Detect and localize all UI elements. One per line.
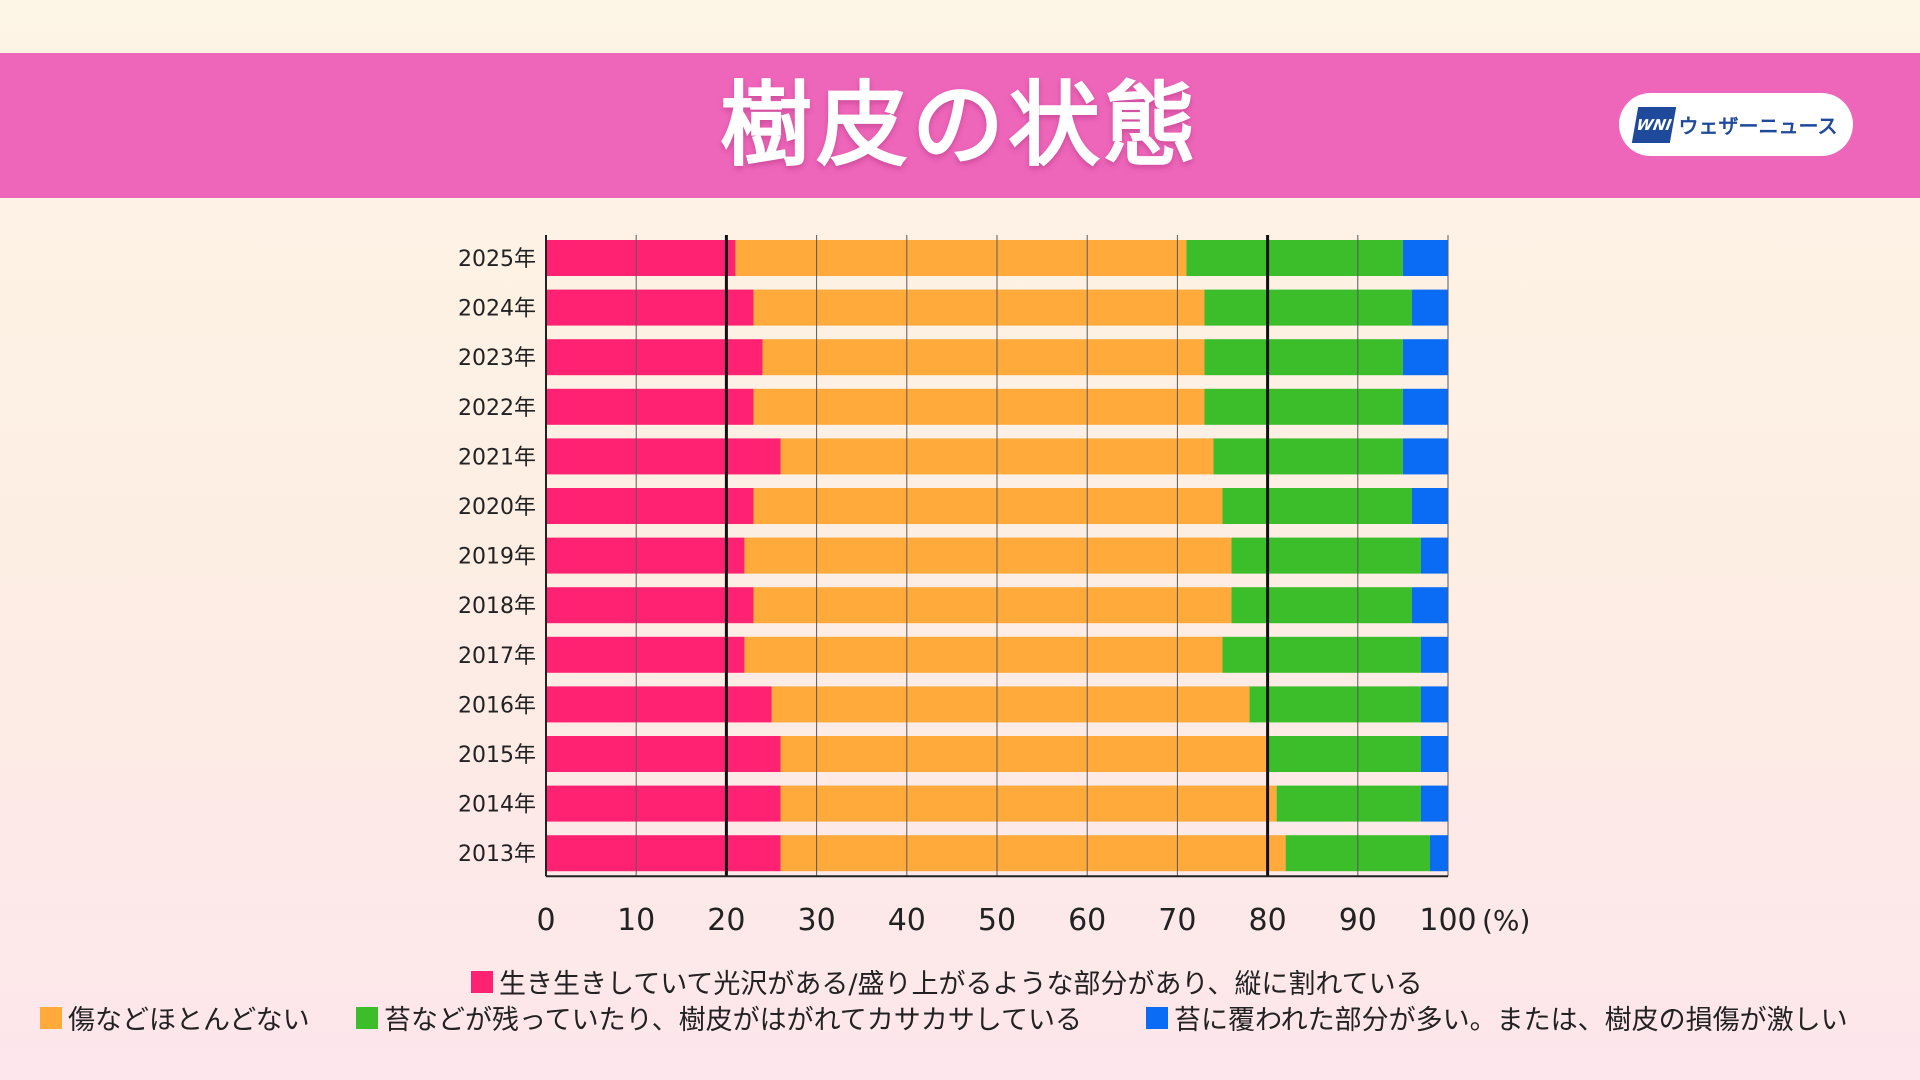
bar-11-series-1: [780, 785, 1277, 822]
bar-11-series-2: [1276, 785, 1421, 822]
legend-label-3: 苔に覆われた部分が多い。または、樹皮の損傷が激しい: [1174, 1005, 1848, 1036]
bar-8-series-3: [1420, 636, 1448, 673]
x-tick-label: 100: [1419, 903, 1476, 938]
x-tick-label: 0: [536, 903, 555, 938]
bar-3-series-0: [546, 388, 754, 425]
x-tick-label: 10: [617, 903, 655, 938]
y-tick-label: 2019年: [458, 545, 536, 570]
bar-3-series-1: [753, 388, 1205, 425]
logo-text: ウェザーニュース: [1678, 114, 1838, 138]
legend-swatch-3: [1146, 1006, 1168, 1029]
bar-1-series-2: [1204, 289, 1412, 326]
title-banner: 樹皮の状態 WNI ウェザーニュース: [0, 53, 1920, 198]
bar-5-series-0: [546, 488, 754, 524]
bar-11-series-3: [1420, 785, 1448, 822]
legend-swatch-0: [471, 970, 493, 993]
legend-item-1: 傷などほとんどない: [40, 998, 310, 1037]
y-tick-label: 2014年: [458, 793, 536, 818]
bar-10-series-3: [1420, 736, 1448, 772]
bar-3-series-2: [1204, 388, 1403, 425]
x-tick-label: 20: [707, 903, 745, 938]
y-tick-label: 2020年: [458, 495, 536, 520]
bar-4-series-3: [1402, 438, 1448, 475]
weathernews-logo: WNI ウェザーニュース: [1619, 93, 1853, 156]
bar-7-series-3: [1411, 587, 1448, 624]
legend-item-2: 苔などが残っていたり、樹皮がはがれてカサカサしている: [356, 998, 1082, 1037]
y-tick-label: 2018年: [458, 594, 536, 619]
y-tick-label: 2021年: [458, 445, 536, 470]
x-tick-label: 30: [798, 903, 836, 938]
bar-12-series-1: [780, 835, 1286, 872]
bar-1-series-0: [546, 289, 754, 326]
bar-2-series-1: [762, 339, 1205, 376]
bar-9-series-0: [546, 686, 772, 723]
y-tick-label: 2013年: [458, 842, 536, 867]
bar-0-series-1: [735, 240, 1187, 276]
bar-6-series-3: [1420, 537, 1448, 574]
bar-5-series-2: [1222, 488, 1412, 524]
bar-2-series-3: [1402, 339, 1448, 376]
bar-1-series-1: [753, 289, 1205, 326]
bar-12-series-0: [546, 835, 781, 872]
bar-8-series-2: [1222, 636, 1421, 673]
bar-10-series-2: [1267, 736, 1421, 772]
bar-6-series-2: [1231, 537, 1421, 574]
x-tick-label: 80: [1249, 903, 1287, 938]
bar-0-series-2: [1186, 240, 1403, 276]
bar-7-series-1: [753, 587, 1232, 624]
bar-9-series-2: [1249, 686, 1421, 723]
x-axis-unit: (%): [1482, 904, 1530, 937]
legend-label-2: 苔などが残っていたり、樹皮がはがれてカサカサしている: [384, 1005, 1082, 1036]
legend-item-0: 生き生きしていて光沢がある/盛り上がるような部分があり、縦に割れている: [471, 962, 1423, 1001]
legend-item-3: 苔に覆われた部分が多い。または、樹皮の損傷が激しい: [1146, 998, 1848, 1037]
y-tick-label: 2016年: [458, 693, 536, 718]
bar-11-series-0: [546, 785, 781, 822]
bar-8-series-1: [744, 636, 1223, 673]
legend-label-1: 傷などほとんどない: [68, 1005, 310, 1036]
bar-7-series-0: [546, 587, 754, 624]
x-tick-label: 40: [888, 903, 926, 938]
bar-10-series-0: [546, 736, 781, 772]
bar-2-series-0: [546, 339, 763, 376]
x-tick-label: 50: [978, 903, 1016, 938]
x-tick-label: 70: [1158, 903, 1196, 938]
y-tick-label: 2025年: [458, 247, 536, 272]
bar-6-series-1: [744, 537, 1232, 574]
bar-9-series-1: [771, 686, 1250, 723]
bar-5-series-3: [1411, 488, 1448, 524]
y-tick-label: 2024年: [458, 297, 536, 322]
bar-8-series-0: [546, 636, 745, 673]
x-tick-label: 60: [1068, 903, 1106, 938]
bar-7-series-2: [1231, 587, 1412, 624]
bar-4-series-0: [546, 438, 781, 475]
y-tick-label: 2017年: [458, 644, 536, 669]
legend-swatch-1: [40, 1006, 62, 1029]
bar-6-series-0: [546, 537, 745, 574]
y-tick-label: 2023年: [458, 346, 536, 371]
bar-5-series-1: [753, 488, 1223, 524]
page-title: 樹皮の状態: [719, 72, 1200, 179]
bar-10-series-1: [780, 736, 1268, 772]
legend-swatch-2: [356, 1006, 378, 1029]
bar-4-series-2: [1213, 438, 1403, 475]
bar-1-series-3: [1411, 289, 1448, 326]
bar-0-series-3: [1402, 240, 1448, 276]
y-tick-label: 2015年: [458, 743, 536, 768]
bar-2-series-2: [1204, 339, 1403, 376]
x-tick-label: 90: [1339, 903, 1377, 938]
bar-3-series-3: [1402, 388, 1448, 425]
legend-label-0: 生き生きしていて光沢がある/盛り上がるような部分があり、縦に割れている: [499, 969, 1423, 1000]
bar-0-series-0: [546, 240, 736, 276]
y-tick-label: 2022年: [458, 396, 536, 421]
bar-9-series-3: [1420, 686, 1448, 723]
bar-12-series-3: [1429, 835, 1448, 872]
